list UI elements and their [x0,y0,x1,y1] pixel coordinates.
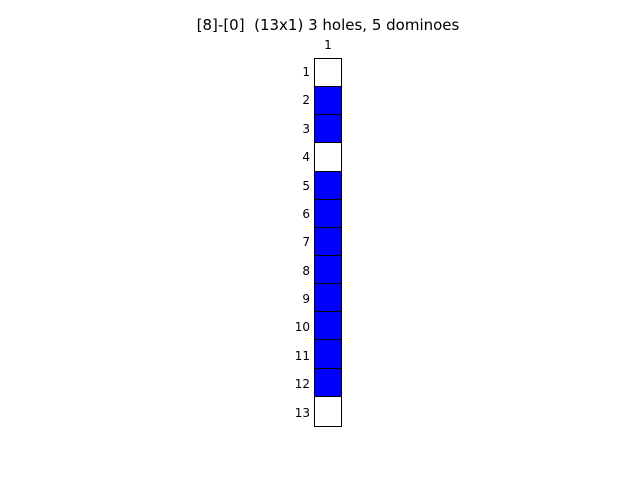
filled-cell-6 [315,199,341,228]
row-label-3: 3 [302,121,310,136]
row-label-7: 7 [302,235,310,250]
filled-cell-10 [315,312,341,341]
row-label-6: 6 [302,206,310,221]
row-label-13: 13 [294,405,310,420]
filled-cell-5 [315,171,341,200]
row-label-9: 9 [302,292,310,306]
filled-cell-12 [315,368,341,397]
row-label-12: 12 [294,377,310,392]
hole-cell-13 [315,396,341,425]
filled-cell-9 [315,284,341,313]
filled-cell-2 [315,87,341,116]
figure-title: [8]-[0] (13x1) 3 holes, 5 dominoes [196,16,460,34]
filled-cell-3 [315,115,341,144]
filled-cell-11 [315,340,341,369]
hole-cell-1 [315,59,341,88]
row-label-2: 2 [302,93,310,108]
hole-cell-4 [315,143,341,172]
domino-grid [314,58,342,427]
row-label-1: 1 [302,65,310,79]
column-label-1: 1 [324,38,332,52]
row-label-10: 10 [294,320,310,335]
filled-cell-8 [315,255,341,285]
row-label-5: 5 [302,178,310,193]
row-labels: 1 2 3 4 5 6 7 8 9 10 11 12 13 [270,58,310,427]
row-label-11: 11 [294,348,310,363]
filled-cell-7 [315,227,341,256]
row-label-8: 8 [302,263,310,278]
row-label-4: 4 [302,150,310,165]
